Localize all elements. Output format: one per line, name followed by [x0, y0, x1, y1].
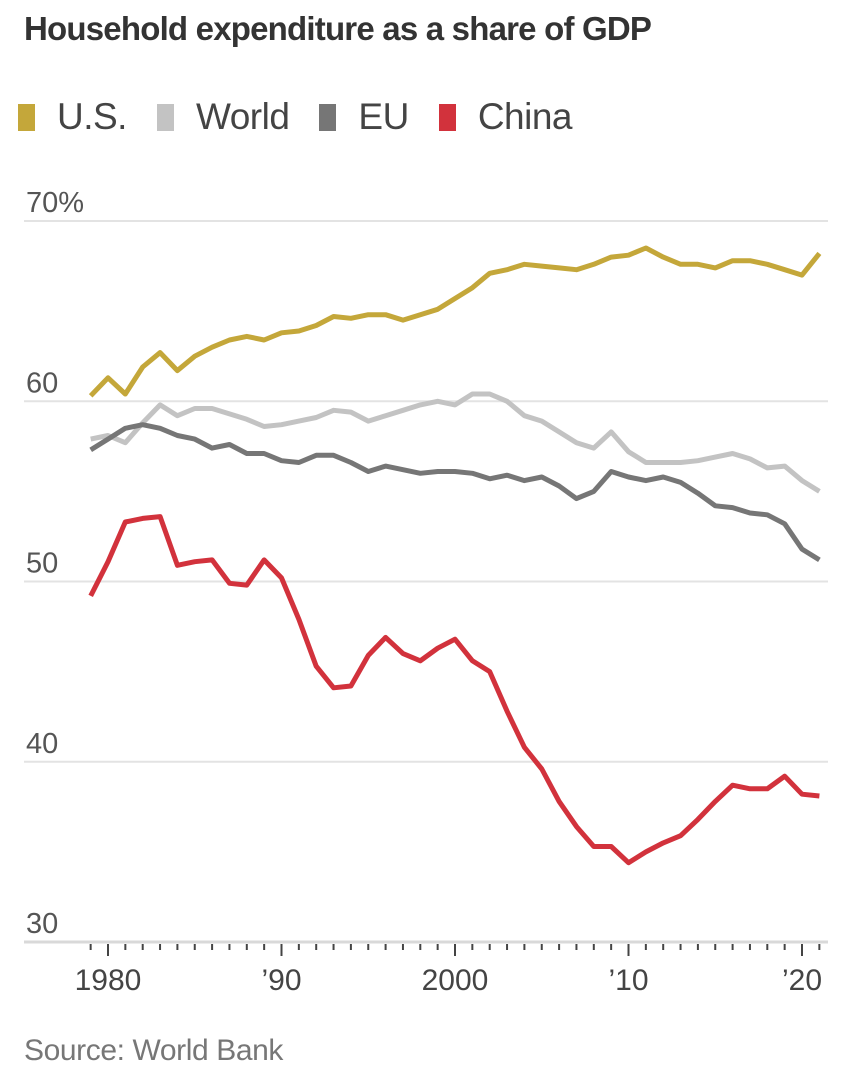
legend-item-world: World [156, 96, 290, 138]
y-tick-label-50: 50 [26, 548, 58, 580]
legend-swatch-world [156, 103, 174, 131]
series-lines [88, 245, 822, 866]
y-tick-label-70: 70% [26, 187, 84, 219]
series-line-world [90, 391, 821, 494]
legend-swatch-eu [319, 103, 337, 131]
series-line-us [88, 245, 822, 398]
legend-item-eu: EU [319, 96, 409, 138]
y-tick-label-40: 40 [26, 728, 58, 760]
y-axis: 70% 60 50 40 30 [26, 187, 84, 940]
legend-item-china: China [438, 96, 573, 138]
series-line-china [88, 514, 820, 866]
x-tick-label-1990: ’90 [261, 964, 301, 997]
legend-swatch-us [18, 103, 35, 131]
x-tick-label-2020: ’20 [782, 964, 822, 997]
legend-label-china: China [477, 96, 573, 137]
chart-title: Household expenditure as a share of GDP [24, 10, 652, 47]
x-tick-label-2010: ’10 [608, 964, 648, 997]
legend-label-world: World [195, 96, 290, 137]
y-tick-label-60: 60 [26, 367, 58, 399]
legend-label-eu: EU [358, 96, 409, 137]
legend-label-us: U.S. [57, 96, 127, 137]
legend: U.S. World EU China [18, 96, 602, 138]
x-tick-label-2000: 2000 [422, 964, 489, 997]
gridlines [24, 220, 828, 944]
series-line-eu [89, 422, 821, 563]
x-tick-label-1980: 1980 [75, 964, 142, 997]
legend-swatch-china [438, 103, 456, 131]
legend-item-us: U.S. [18, 96, 127, 138]
source-note: Source: World Bank [24, 1034, 284, 1067]
x-axis: 1980 ’90 2000 ’10 ’20 [75, 944, 822, 997]
y-tick-label-30: 30 [26, 908, 58, 940]
